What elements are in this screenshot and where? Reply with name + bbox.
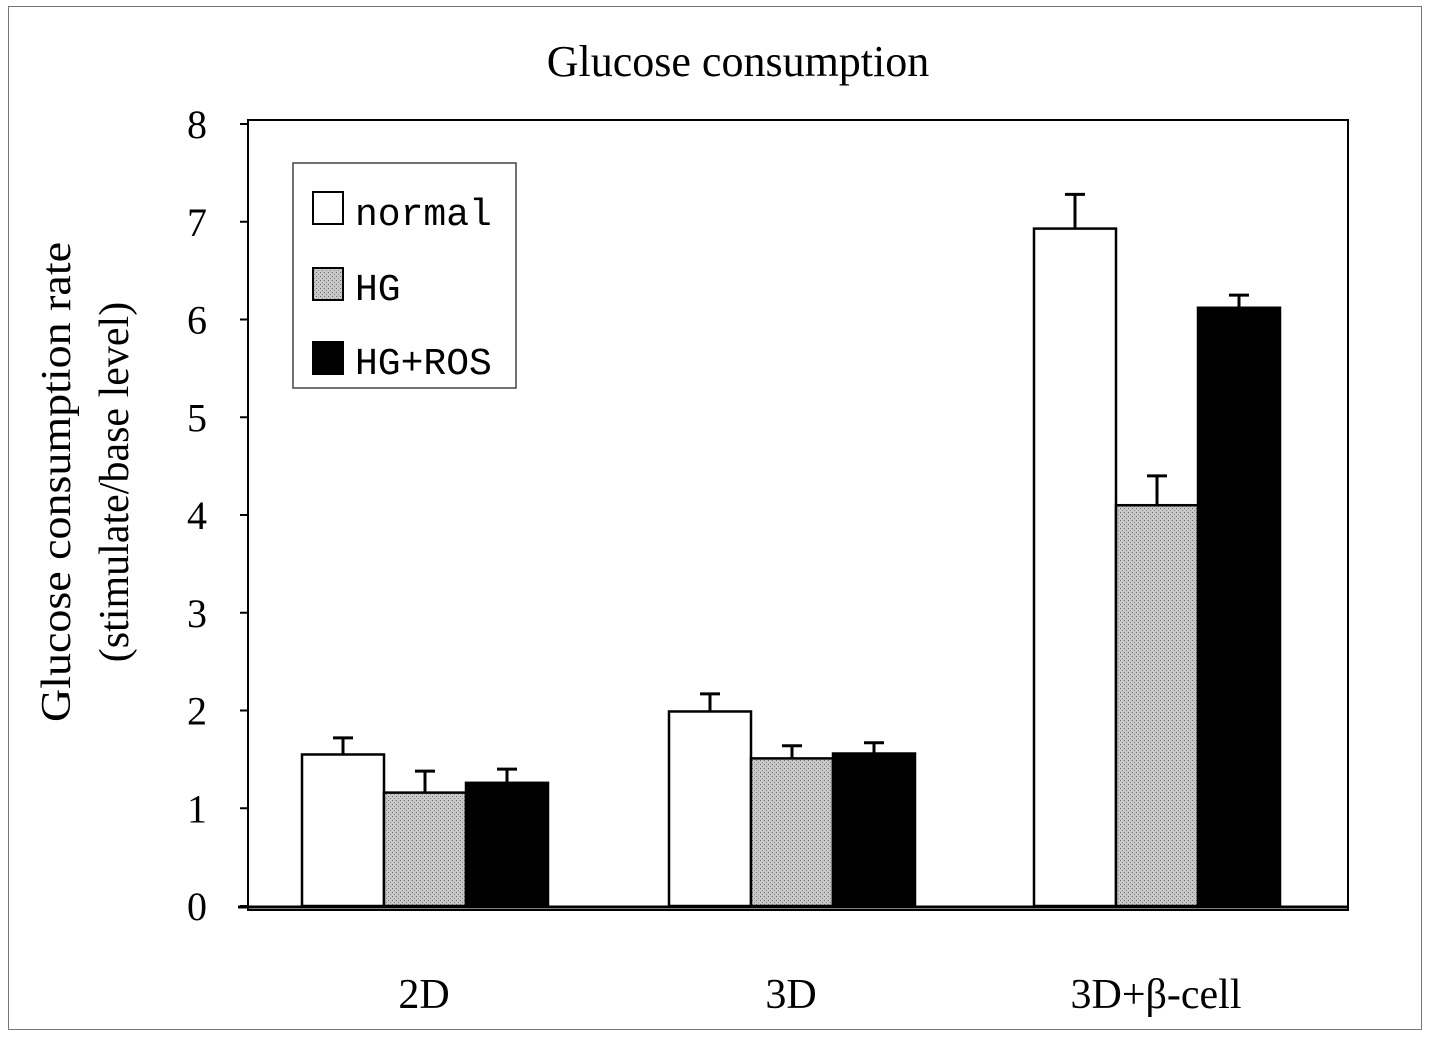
glucose-consumption-chart: Glucose consumption Glucose consumption … (0, 0, 1435, 1039)
y-axis-label: Glucose consumption rate (34, 242, 80, 722)
category-label: 2D (398, 972, 449, 1018)
y-tick-label: 8 (187, 102, 207, 147)
y-axis-sublabel: (stimulate/base level) (92, 302, 138, 662)
bar-normal (302, 754, 384, 906)
bar-hg (1116, 505, 1198, 906)
legend-label-hg: HG (355, 269, 401, 312)
bar-normal (669, 711, 751, 906)
y-tick-label: 4 (187, 493, 207, 538)
legend-label-hg-ros: HG+ROS (355, 343, 492, 386)
y-tick-label: 2 (187, 689, 207, 734)
category-labels: 2D 3D 3D+β-cell (398, 972, 1241, 1018)
y-tick-label: 3 (187, 591, 207, 636)
chart-title: Glucose consumption (547, 37, 930, 86)
y-tick-label: 7 (187, 200, 207, 245)
legend-swatch-hg (313, 268, 343, 300)
y-tick-label: 6 (187, 298, 207, 343)
y-tick-label: 0 (187, 884, 207, 929)
bar-hg-ros (466, 783, 548, 906)
legend-swatch-normal (313, 192, 343, 224)
y-tick-label: 5 (187, 395, 207, 440)
category-label: 3D+β-cell (1071, 972, 1242, 1018)
legend-swatch-hg-ros (313, 342, 343, 374)
bar-normal (1034, 229, 1116, 906)
bar-hg (751, 758, 833, 906)
bar-hg-ros (1198, 308, 1280, 906)
y-tick-label: 1 (187, 786, 207, 831)
legend-label-normal: normal (355, 194, 492, 237)
bar-hg (384, 793, 466, 906)
legend: normal HG HG+ROS (293, 163, 516, 388)
category-label: 3D (765, 972, 816, 1018)
bar-hg-ros (833, 754, 915, 906)
